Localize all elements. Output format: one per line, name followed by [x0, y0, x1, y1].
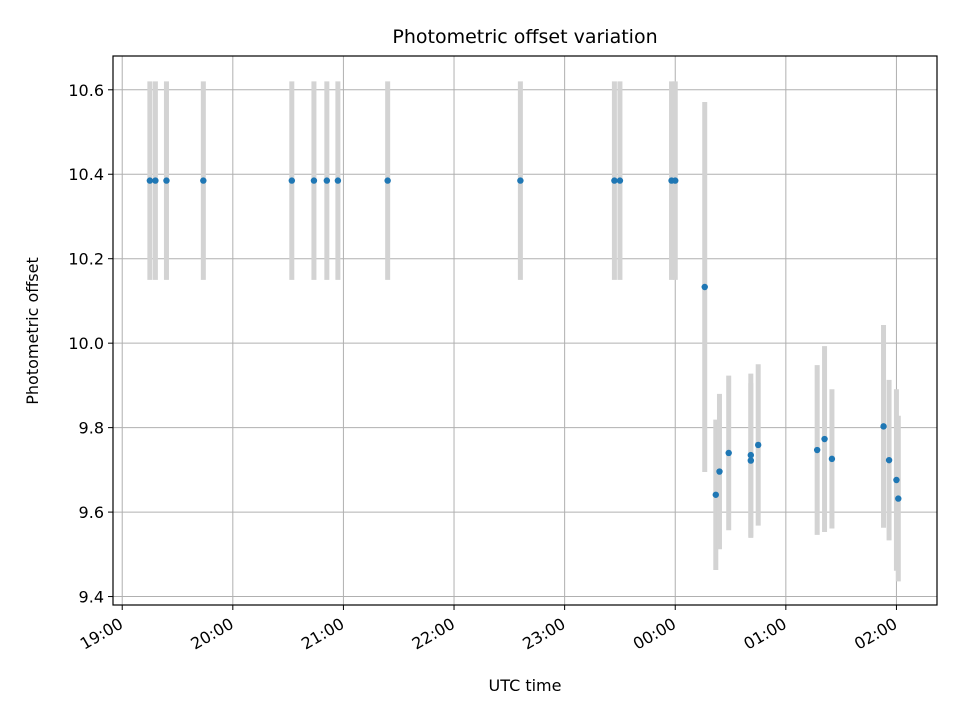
data-point — [310, 177, 318, 184]
y-tick-label: 10.6 — [68, 81, 104, 100]
data-point — [611, 177, 618, 184]
data-point — [152, 177, 159, 184]
data-point — [146, 177, 154, 184]
y-axis-ticks: 9.4 9.6 9.8 10.0 10.2 10.4 10.6 — [68, 81, 113, 607]
data-point — [716, 468, 723, 475]
data-point — [712, 491, 719, 498]
y-tick-label: 10.4 — [68, 165, 104, 184]
data-point — [885, 456, 893, 464]
y-tick-label: 9.6 — [79, 503, 104, 522]
data-point — [200, 177, 207, 184]
data-point — [517, 177, 524, 184]
data-point — [163, 177, 170, 184]
data-point — [616, 177, 624, 184]
data-point — [323, 177, 331, 184]
plot-frame — [112, 55, 938, 606]
data-point — [821, 435, 828, 443]
data-point — [895, 495, 902, 502]
y-tick-label: 9.4 — [79, 588, 104, 607]
data-point — [672, 177, 679, 184]
data-point — [813, 446, 821, 454]
data-point — [701, 283, 708, 291]
y-tick-label: 10.2 — [68, 250, 104, 269]
chart-title: Photometric offset variation — [392, 26, 657, 48]
data-point — [747, 457, 755, 464]
data-point — [334, 177, 342, 184]
data-point — [893, 476, 900, 484]
y-tick-label: 9.8 — [79, 419, 104, 438]
data-point — [880, 423, 887, 430]
y-axis-label: Photometric offset — [23, 257, 42, 405]
data-point — [725, 449, 732, 457]
data-point — [754, 441, 762, 449]
x-axis-label: UTC time — [489, 676, 562, 695]
data-point — [288, 177, 296, 184]
data-point — [747, 451, 755, 459]
data-point — [828, 455, 836, 463]
data-points — [146, 177, 902, 502]
y-tick-label: 10.0 — [68, 334, 104, 353]
data-point — [384, 177, 391, 184]
